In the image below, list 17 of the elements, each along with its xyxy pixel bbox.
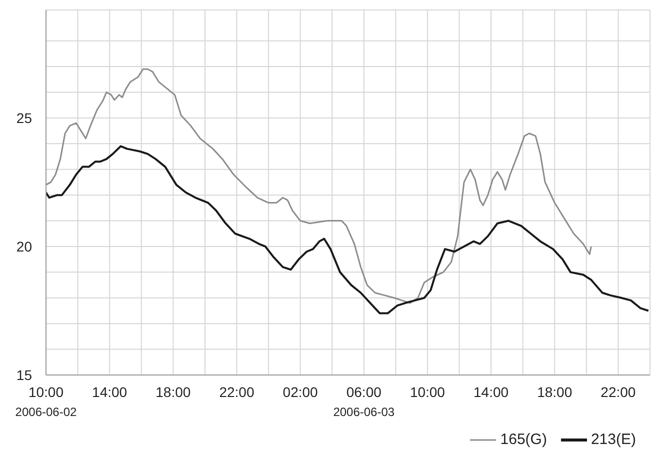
legend-label: 213(E) — [590, 431, 636, 448]
x-tick-label: 22:00 — [219, 384, 254, 400]
x-tick-label: 06:00 2006-06-03 — [333, 384, 395, 419]
x-tick-label: 14:00 — [474, 384, 509, 400]
x-tick-label: 10:00 — [410, 384, 446, 400]
y-tick-label: 15 — [16, 367, 32, 383]
line-series — [46, 68, 592, 304]
x-tick-label: 22:00 — [600, 384, 636, 400]
line-series — [46, 145, 650, 314]
y-tick-label: 25 — [16, 110, 32, 126]
x-tick-label: 14:00 — [92, 384, 128, 400]
x-tick-label: 02:00 — [282, 384, 318, 400]
x-tick-label: 18:00 — [156, 384, 191, 400]
y-tick-label: 20 — [16, 238, 32, 254]
x-tick-label: 10:00 2006-06-02 — [15, 384, 78, 419]
legend-label: 165(G) — [500, 431, 547, 448]
x-tick-label: 18:00 — [537, 384, 572, 400]
